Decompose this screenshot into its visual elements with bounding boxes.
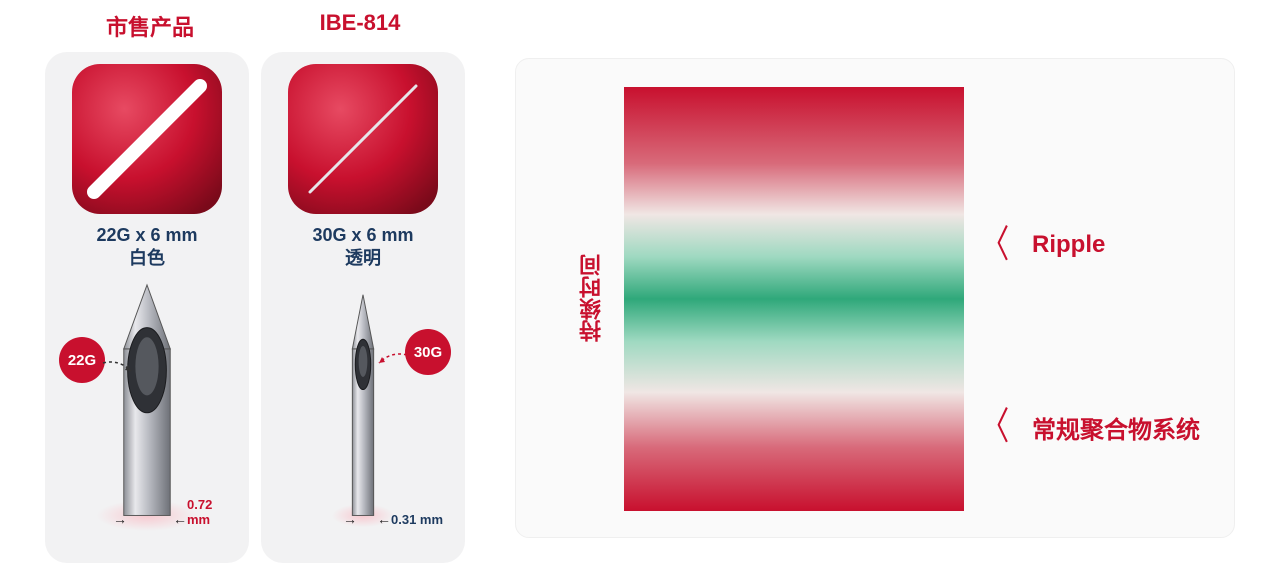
- swatch-ibe814-svg: [288, 64, 438, 214]
- swatch-ibe814: [288, 64, 438, 214]
- heading-ibe814: IBE-814: [255, 10, 465, 42]
- marker-ripple: 〈 Ripple: [976, 226, 1105, 264]
- spec-commercial-line1: 22G x 6 mm: [96, 224, 197, 247]
- gauge-badge-22g: 22G: [59, 337, 105, 383]
- spec-ibe814: 30G x 6 mm 透明: [312, 224, 413, 269]
- marker-conventional: 〈 常规聚合物系统: [976, 408, 1200, 446]
- gauge-badge-30g-text: 30G: [414, 344, 442, 361]
- spec-ibe814-line1: 30G x 6 mm: [312, 224, 413, 247]
- needle-ibe814-wrap: 30G → ← 0.31 mm: [271, 277, 455, 537]
- y-axis-label: 持续时间: [576, 254, 608, 342]
- badge-arrow-30g: [369, 347, 409, 377]
- needle-ibe814-svg: [271, 277, 455, 537]
- right-duration-panel: 持续时间 〈 Ripple 〈 常规聚合物系统: [515, 58, 1235, 538]
- gradient-band-svg: [624, 87, 964, 511]
- spec-ibe814-line2: 透明: [312, 247, 413, 270]
- dim-arrow-right-0: ←: [173, 511, 187, 527]
- card-ibe814: 30G x 6 mm 透明: [261, 52, 465, 563]
- swatch-commercial-svg: [72, 64, 222, 214]
- diameter-label-ibe814: 0.31 mm: [391, 512, 443, 527]
- needle-commercial-wrap: 22G → ← 0.72 mm: [55, 277, 239, 537]
- product-cards: 22G x 6 mm 白色: [45, 52, 465, 563]
- diameter-label-commercial: 0.72 mm: [187, 497, 239, 527]
- product-headings: 市售产品 IBE-814: [45, 10, 465, 42]
- figure-root: 市售产品 IBE-814: [0, 0, 1280, 578]
- chevron-left-icon: 〈: [981, 408, 1010, 446]
- left-comparison-panel: 市售产品 IBE-814: [45, 10, 465, 563]
- spec-commercial: 22G x 6 mm 白色: [96, 224, 197, 269]
- heading-commercial: 市售产品: [45, 10, 255, 42]
- chevron-left-icon: 〈: [981, 226, 1010, 264]
- gradient-band: [624, 87, 964, 511]
- card-commercial: 22G x 6 mm 白色: [45, 52, 249, 563]
- swatch-commercial: [72, 64, 222, 214]
- spec-commercial-line2: 白色: [96, 247, 197, 270]
- marker-conventional-label: 常规聚合物系统: [1032, 410, 1200, 445]
- dim-arrow-left-0: →: [113, 511, 127, 527]
- badge-arrow-22g: [101, 355, 141, 385]
- gauge-badge-30g: 30G: [405, 329, 451, 375]
- gauge-badge-22g-text: 22G: [68, 352, 96, 369]
- marker-ripple-label: Ripple: [1032, 231, 1105, 259]
- dim-arrow-left-1: →: [343, 511, 357, 527]
- dim-arrow-right-1: ←: [377, 511, 391, 527]
